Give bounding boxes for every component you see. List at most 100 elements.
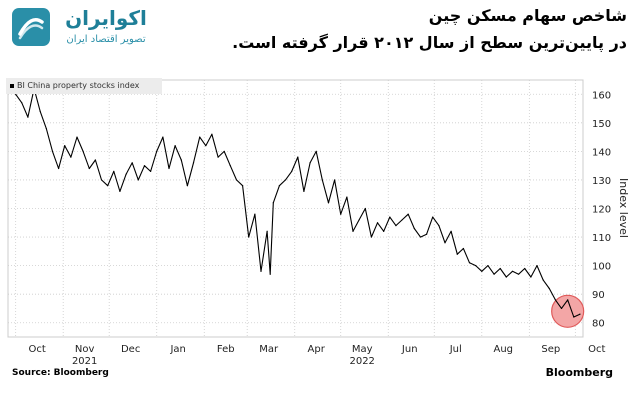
data-point [119, 190, 121, 192]
data-point [567, 299, 569, 301]
data-point [174, 145, 176, 147]
data-point [475, 265, 477, 267]
data-point [376, 222, 379, 224]
data-point [554, 299, 557, 301]
data-point [450, 230, 452, 232]
highlight-circle [551, 294, 585, 328]
data-point [82, 150, 84, 152]
y-tick-label: 140 [592, 147, 611, 158]
year-label: 2021 [72, 356, 97, 367]
data-point [137, 179, 139, 181]
data-point [438, 225, 440, 227]
y-tick-label: 130 [592, 176, 611, 187]
data-point [370, 236, 372, 238]
data-point [407, 213, 409, 215]
data-point [309, 162, 311, 164]
data-point [272, 202, 274, 204]
data-point [573, 316, 575, 318]
data-point [217, 156, 219, 158]
data-point [284, 179, 287, 181]
data-point [395, 225, 397, 227]
x-tick-label: Mar [259, 344, 279, 355]
data-point [211, 133, 213, 135]
data-point [223, 150, 225, 152]
grid [7, 79, 584, 338]
data-point [291, 170, 293, 172]
data-point [113, 170, 115, 172]
data-point [186, 185, 188, 187]
data-point [321, 179, 323, 181]
data-point [199, 136, 201, 138]
headline-line-2: در پایین‌ترین سطح از سال ۲۰۱۲ قرار گرفته… [232, 33, 627, 52]
data-point [180, 159, 182, 161]
y-axis-tick-labels: 80 90 100 110 120 130 140 150 160 [592, 90, 611, 329]
y-tick-label: 90 [592, 290, 605, 301]
data-point [94, 159, 96, 161]
data-point [143, 165, 146, 167]
x-tick-label: Jun [401, 344, 418, 355]
data-point [45, 127, 47, 130]
data-point [481, 270, 483, 272]
x-tick-label: Oct [28, 344, 45, 355]
data-point [278, 185, 280, 187]
data-point [346, 196, 348, 198]
data-point [58, 167, 60, 170]
y-tick-label: 100 [592, 262, 611, 273]
data-point [462, 247, 464, 250]
publisher-logo: Bloomberg [545, 366, 613, 379]
y-tick-label: 160 [592, 90, 611, 101]
x-tick-label: May [352, 344, 373, 355]
data-point [242, 185, 244, 187]
brand-tagline: تصویر اقتصاد ایران [66, 34, 146, 45]
data-point [64, 145, 66, 147]
series-group [15, 87, 581, 318]
data-point [518, 273, 520, 275]
data-point [235, 179, 238, 181]
data-point [579, 313, 581, 315]
x-tick-label: Jan [169, 344, 185, 355]
data-point [100, 179, 103, 181]
logo-icon [12, 8, 50, 46]
data-point [456, 253, 458, 255]
legend-label: BI China property stocks index [17, 81, 140, 90]
data-point [548, 287, 550, 290]
data-point [468, 262, 471, 264]
y-axis-label: Index level [617, 178, 630, 238]
data-point [327, 202, 330, 204]
x-tick-label: Jul [449, 344, 462, 355]
data-point [542, 279, 544, 281]
plot-frame [7, 79, 584, 338]
data-point [168, 167, 170, 170]
y-tick-label: 150 [592, 119, 611, 130]
data-point [340, 213, 342, 215]
data-point [352, 230, 354, 232]
data-point [39, 110, 41, 113]
y-tick-label: 120 [592, 205, 611, 216]
data-point [499, 267, 501, 270]
data-point [156, 150, 158, 152]
year-label: 2022 [349, 356, 374, 367]
annotations [551, 294, 585, 328]
data-point [560, 307, 563, 310]
data-point [21, 102, 23, 104]
data-point [254, 213, 256, 215]
data-point [27, 116, 29, 118]
data-point [401, 219, 403, 221]
data-point [125, 173, 127, 175]
header: اکوایران تصویر اقتصاد ایران شاخص سهام مس… [0, 0, 639, 68]
data-point [389, 216, 391, 218]
data-point [150, 170, 152, 172]
data-point [162, 136, 164, 138]
brand-name: اکوایران [65, 6, 147, 30]
data-point [266, 230, 268, 232]
data-point [260, 270, 262, 272]
data-point [297, 156, 299, 158]
data-point [493, 273, 495, 275]
data-point [413, 227, 415, 230]
source-note: Source: Bloomberg [12, 368, 109, 378]
data-point [334, 179, 336, 181]
data-point [205, 145, 207, 147]
data-point [88, 167, 90, 170]
data-point [487, 265, 489, 267]
